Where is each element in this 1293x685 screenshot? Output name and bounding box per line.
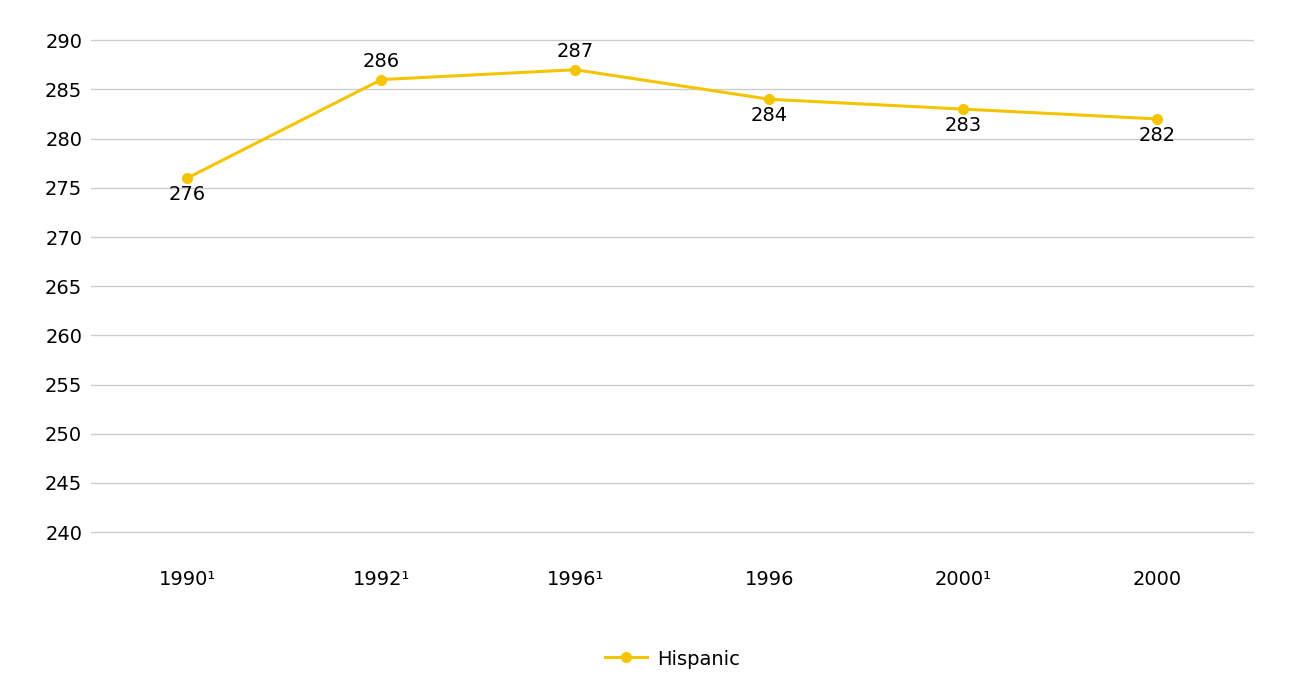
Text: 284: 284 bbox=[751, 106, 787, 125]
Text: 286: 286 bbox=[363, 52, 400, 71]
Legend: Hispanic: Hispanic bbox=[597, 642, 747, 677]
Text: 287: 287 bbox=[557, 42, 593, 61]
Text: 282: 282 bbox=[1139, 126, 1175, 145]
Text: 276: 276 bbox=[169, 185, 206, 204]
Text: 283: 283 bbox=[945, 116, 981, 136]
